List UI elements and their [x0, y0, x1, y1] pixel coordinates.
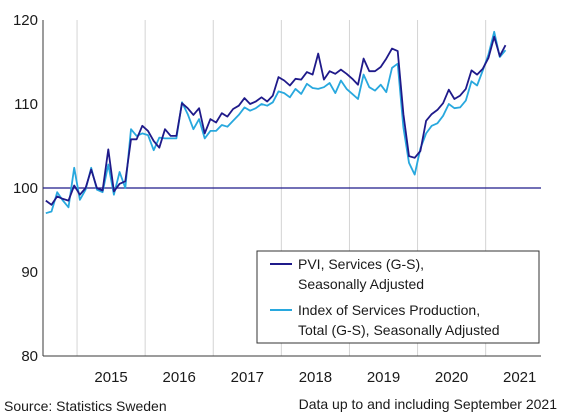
y-tick-label: 120: [13, 12, 38, 29]
legend-label-pvi-line1: PVI, Services (G-S),: [298, 256, 424, 272]
legend-label-services-production-line2: Total (G-S), Seasonally Adjusted: [298, 322, 500, 338]
y-tick-label: 100: [13, 180, 38, 197]
y-tick-label: 80: [21, 348, 38, 365]
series-line-0: [45, 35, 507, 206]
legend: PVI, Services (G-S), Seasonally Adjusted…: [256, 250, 540, 344]
x-tick-label: 2015: [94, 369, 127, 386]
x-tick-label: 2021: [503, 369, 536, 386]
x-tick-labels: 2015 2016 2017 2018 2019 2020 2021: [94, 369, 536, 386]
legend-label-pvi-line2: Seasonally Adjusted: [298, 276, 424, 292]
x-tick-label: 2020: [435, 369, 468, 386]
data-period-note: Data up to and including September 2021: [299, 396, 558, 412]
series-lines: [45, 30, 507, 215]
x-tick-label: 2018: [299, 369, 332, 386]
y-tick-label: 90: [21, 264, 38, 281]
x-tick-label: 2016: [163, 369, 196, 386]
x-tick-label: 2019: [367, 369, 400, 386]
y-tick-labels: 80 90 100 110 120: [13, 12, 38, 365]
legend-box: [256, 250, 540, 344]
x-tick-label: 2017: [231, 369, 264, 386]
y-tick-label: 110: [14, 96, 38, 113]
legend-label-services-production-line1: Index of Services Production,: [298, 302, 480, 318]
source-note: Source: Statistics Sweden: [4, 398, 167, 414]
series-line-1: [45, 30, 507, 215]
